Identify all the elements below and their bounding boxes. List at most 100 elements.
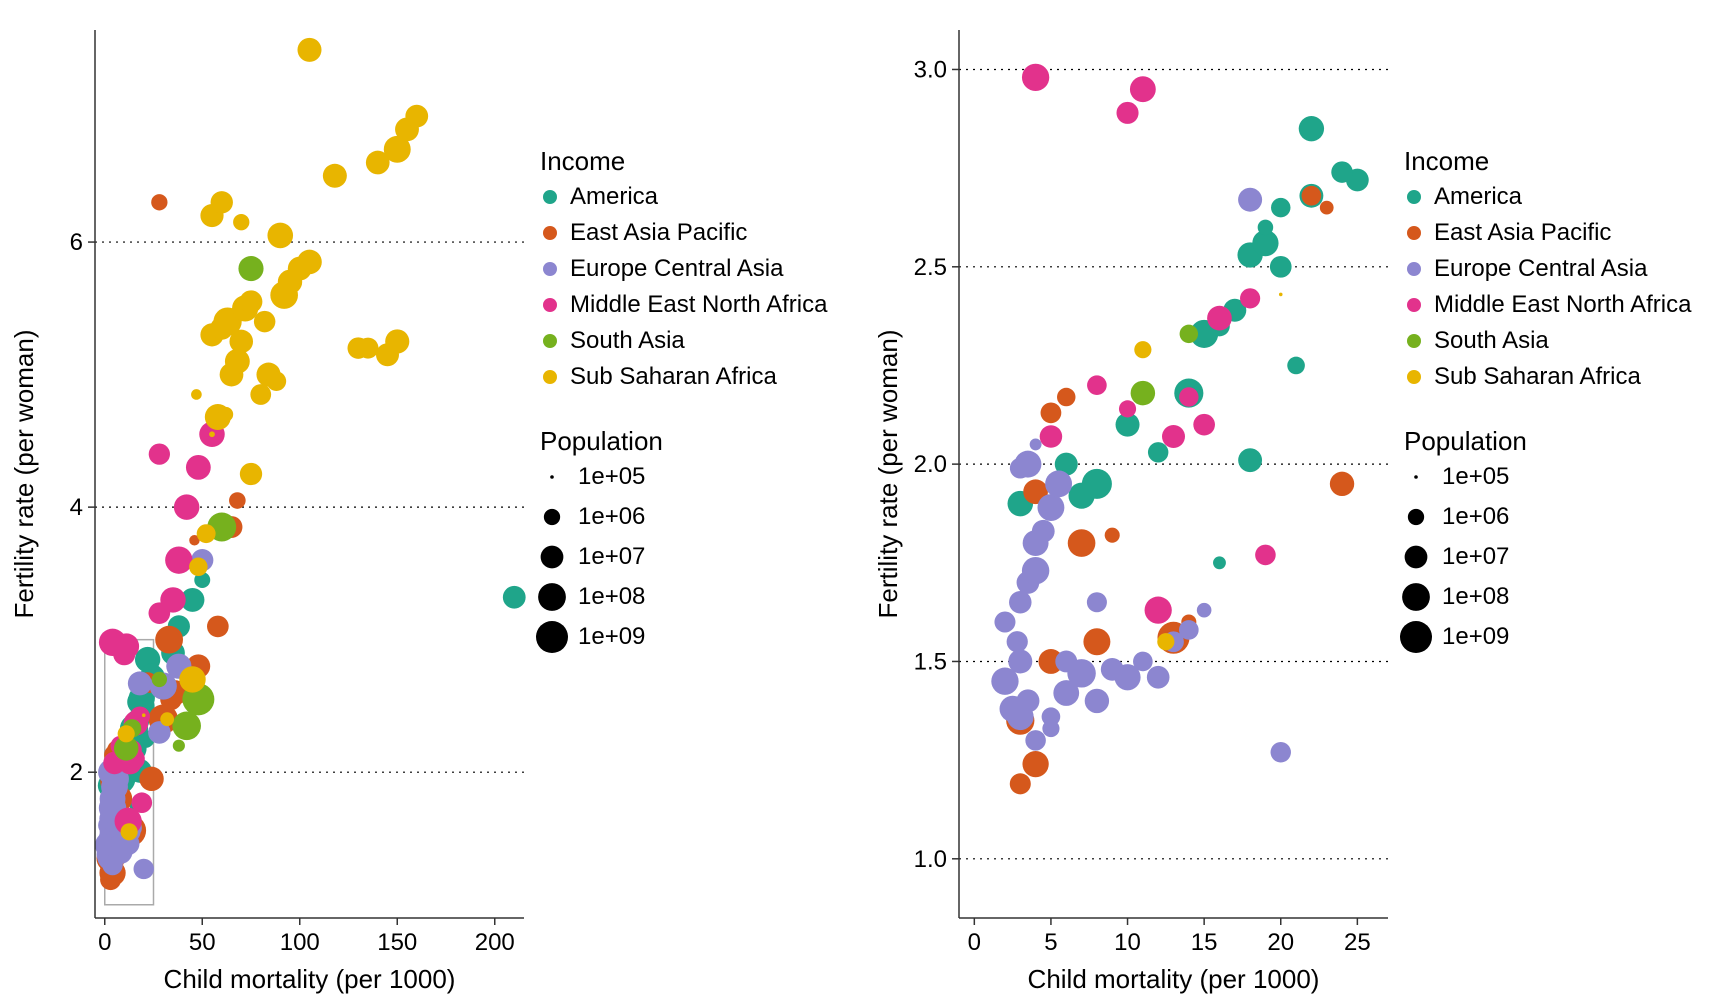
legend-size-swatch <box>1414 475 1418 479</box>
data-point <box>1240 288 1260 308</box>
legend-population-label: 1e+05 <box>578 463 645 490</box>
data-point <box>1030 438 1042 450</box>
data-point <box>1134 341 1151 358</box>
data-point <box>1042 720 1059 737</box>
data-point <box>218 407 233 422</box>
legend-income-label: South Asia <box>1434 327 1549 354</box>
data-point <box>254 311 276 333</box>
scatter-points <box>991 64 1368 795</box>
data-point <box>1331 161 1353 183</box>
data-point <box>1068 529 1096 557</box>
data-point <box>1270 256 1292 278</box>
data-point <box>1320 201 1334 215</box>
data-point <box>1022 64 1049 91</box>
legend-income-label: East Asia Pacific <box>570 219 747 246</box>
data-point <box>173 740 185 752</box>
data-point <box>1040 425 1063 448</box>
data-point <box>1082 469 1112 499</box>
data-point <box>113 633 139 659</box>
data-point <box>1057 388 1075 406</box>
data-point <box>503 586 526 609</box>
data-point <box>1025 730 1046 751</box>
data-point <box>1287 357 1305 375</box>
data-point <box>207 616 229 638</box>
legend-population-label: 1e+07 <box>578 543 645 570</box>
x-tick-label: 10 <box>1114 929 1141 956</box>
legend-income-label: America <box>1434 183 1523 210</box>
data-point <box>1038 494 1065 521</box>
legend-population-title: Population <box>540 426 663 456</box>
x-tick-label: 0 <box>968 929 981 956</box>
data-point <box>121 823 138 840</box>
data-point <box>233 214 249 230</box>
data-point <box>102 855 123 876</box>
data-point <box>139 767 163 791</box>
data-point <box>1193 414 1215 436</box>
data-point <box>1238 188 1262 212</box>
legend-income-label: Middle East North Africa <box>1434 291 1692 318</box>
legend-population-label: 1e+06 <box>578 503 645 530</box>
data-point <box>267 223 293 249</box>
data-point <box>240 290 263 313</box>
legend-size-swatch <box>1402 583 1430 611</box>
data-point <box>118 725 135 742</box>
chart-panel-right: 05101520251.01.52.02.53.0Child mortality… <box>864 0 1728 1008</box>
data-point <box>994 611 1015 632</box>
data-point <box>1179 387 1198 406</box>
legend-swatch <box>543 334 557 348</box>
legend: IncomeAmericaEast Asia PacificEurope Cen… <box>536 146 828 653</box>
legend-size-swatch <box>1405 546 1428 569</box>
legend-income-label: Middle East North Africa <box>570 291 828 318</box>
data-point <box>1083 628 1110 655</box>
data-point <box>179 666 205 692</box>
data-point <box>1148 442 1168 462</box>
data-point <box>240 463 262 485</box>
data-point <box>191 389 202 400</box>
legend-income-title: Income <box>540 146 625 176</box>
y-axis-title: Fertility rate (per woman) <box>873 330 903 619</box>
legend-size-swatch <box>544 509 560 525</box>
legend-population-label: 1e+08 <box>578 583 645 610</box>
data-point <box>1014 451 1041 478</box>
data-point <box>211 191 233 213</box>
y-tick-label: 2.5 <box>914 254 947 281</box>
legend-population-label: 1e+07 <box>1442 543 1509 570</box>
data-point <box>128 671 152 695</box>
legend-swatch <box>543 370 557 384</box>
data-point <box>297 38 321 62</box>
data-point <box>250 384 271 405</box>
data-point <box>151 194 167 210</box>
data-point <box>1279 293 1283 297</box>
data-point <box>225 349 250 374</box>
legend-size-swatch <box>1400 621 1432 653</box>
data-point <box>1009 591 1032 614</box>
legend-swatch <box>543 262 557 276</box>
legend-swatch <box>543 226 557 240</box>
data-point <box>1087 375 1107 395</box>
x-tick-label: 0 <box>98 929 111 956</box>
y-tick-label: 2.0 <box>914 451 947 478</box>
chart-panel-left: 050100150200246Child mortality (per 1000… <box>0 0 864 1008</box>
legend-swatch <box>1407 190 1421 204</box>
legend-population-label: 1e+09 <box>1442 623 1509 650</box>
scatter-points <box>95 38 526 890</box>
data-point <box>160 587 185 612</box>
legend-size-swatch <box>536 621 568 653</box>
x-tick-label: 150 <box>377 929 417 956</box>
legend-size-swatch <box>1408 509 1424 525</box>
data-point <box>267 371 287 391</box>
data-point <box>149 443 170 464</box>
legend-income-label: East Asia Pacific <box>1434 219 1611 246</box>
legend-swatch <box>1407 370 1421 384</box>
data-point <box>1008 649 1032 673</box>
data-point <box>1131 381 1155 405</box>
data-point <box>1045 470 1072 497</box>
data-point <box>1010 773 1031 794</box>
data-point <box>1032 520 1055 543</box>
data-point <box>1197 603 1212 618</box>
legend-income-label: Sub Saharan Africa <box>570 363 777 390</box>
data-point <box>1157 633 1174 650</box>
y-tick-label: 1.0 <box>914 846 947 873</box>
data-point <box>1016 689 1039 712</box>
legend-income-label: Europe Central Asia <box>570 255 784 282</box>
